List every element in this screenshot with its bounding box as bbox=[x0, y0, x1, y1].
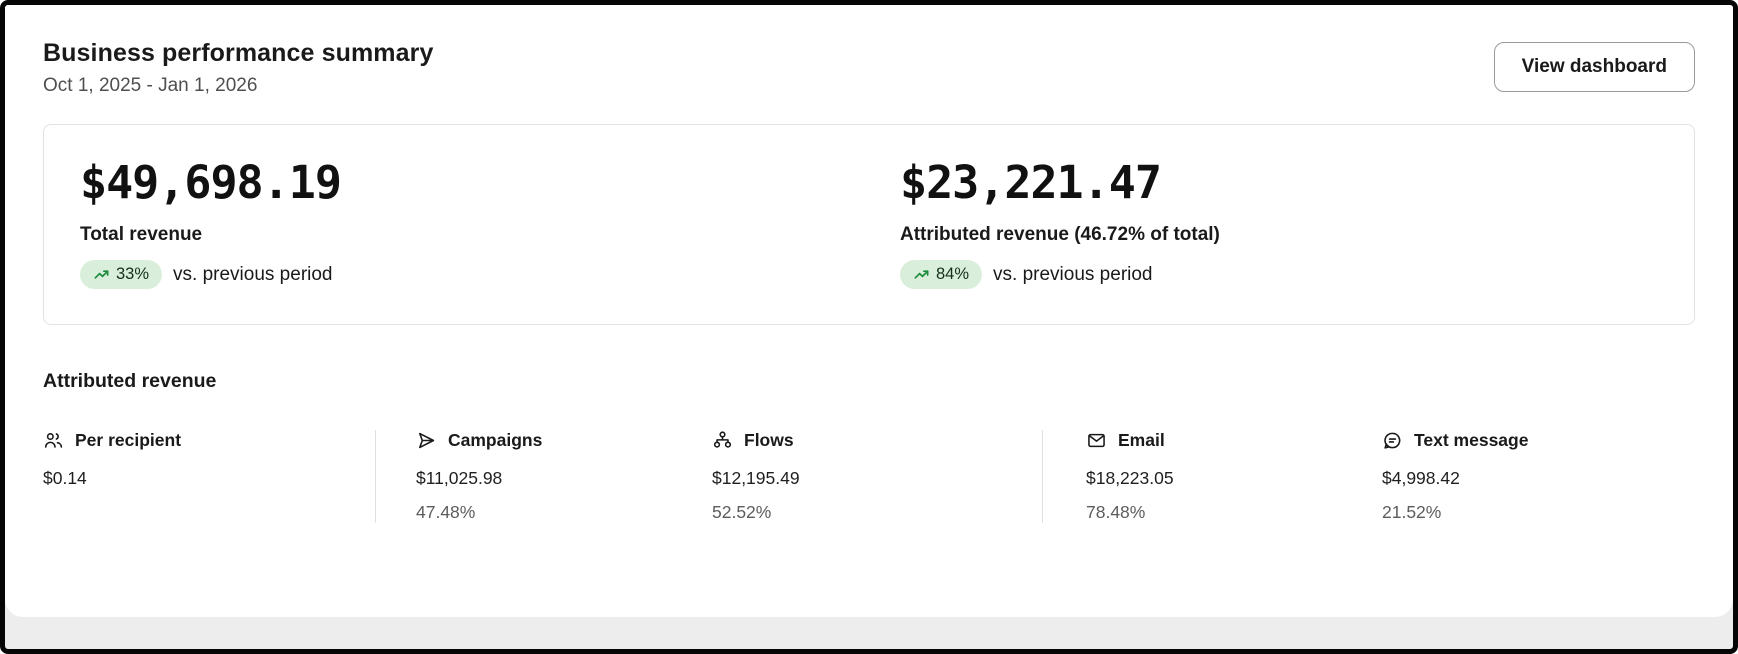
email-icon bbox=[1086, 430, 1107, 451]
attributed-stats-row: Per recipient $0.14 Campaigns $11,025.98 bbox=[43, 430, 1695, 523]
stat-label: Flows bbox=[744, 430, 794, 450]
stat-text-message: Text message $4,998.42 21.52% bbox=[1382, 430, 1695, 523]
stat-head: Email bbox=[1086, 430, 1382, 451]
attributed-revenue-label: Attributed revenue (46.72% of total) bbox=[900, 224, 1220, 245]
date-range: Oct 1, 2025 - Jan 1, 2026 bbox=[43, 75, 258, 96]
attributed-revenue-value: $23,221.47 bbox=[900, 156, 1162, 209]
stat-value: $0.14 bbox=[43, 468, 87, 488]
attributed-revenue-change: 84% vs. previous period bbox=[900, 260, 1220, 289]
users-icon bbox=[43, 430, 64, 451]
change-badge: 84% bbox=[900, 260, 983, 289]
change-comparison-text: vs. previous period bbox=[173, 263, 333, 285]
stat-campaigns: Campaigns $11,025.98 47.48% bbox=[375, 430, 712, 523]
stat-value: $11,025.98 bbox=[416, 468, 503, 488]
attributed-revenue-metric: $23,221.47 Attributed revenue (46.72% of… bbox=[900, 156, 1220, 289]
stat-value: $12,195.49 bbox=[712, 468, 800, 488]
total-revenue-value: $49,698.19 bbox=[80, 156, 342, 209]
total-revenue-label: Total revenue bbox=[80, 224, 203, 245]
stat-percent: 78.48% bbox=[1086, 502, 1146, 522]
header: Business performance summary Oct 1, 2025… bbox=[43, 39, 1695, 97]
stat-percent: 47.48% bbox=[416, 502, 476, 522]
revenue-summary-card: $49,698.19 Total revenue 33% vs. previou… bbox=[43, 124, 1695, 325]
stat-label: Per recipient bbox=[75, 430, 182, 450]
change-comparison-text: vs. previous period bbox=[993, 263, 1153, 285]
flow-icon bbox=[712, 430, 733, 451]
trending-up-icon bbox=[913, 266, 930, 283]
stat-percent bbox=[43, 502, 375, 510]
stat-percent: 21.52% bbox=[1382, 502, 1442, 522]
stat-label: Campaigns bbox=[448, 430, 543, 450]
stat-head: Campaigns bbox=[416, 430, 712, 451]
change-percent: 33% bbox=[116, 265, 150, 283]
total-revenue-change: 33% vs. previous period bbox=[80, 260, 900, 289]
stat-label: Email bbox=[1118, 430, 1165, 450]
stat-email: Email $18,223.05 78.48% bbox=[1042, 430, 1382, 523]
view-dashboard-button[interactable]: View dashboard bbox=[1493, 42, 1695, 92]
stat-head: Text message bbox=[1382, 430, 1695, 451]
chat-bubble-icon bbox=[1382, 430, 1403, 451]
stat-flows: Flows $12,195.49 52.52% bbox=[712, 430, 1042, 523]
stat-head: Flows bbox=[712, 430, 1042, 451]
stat-head: Per recipient bbox=[43, 430, 375, 451]
change-percent: 84% bbox=[936, 265, 970, 283]
header-text: Business performance summary Oct 1, 2025… bbox=[43, 39, 433, 97]
total-revenue-metric: $49,698.19 Total revenue 33% vs. previou… bbox=[80, 156, 900, 289]
stat-percent: 52.52% bbox=[712, 502, 772, 522]
send-icon bbox=[416, 430, 437, 451]
stat-per-recipient: Per recipient $0.14 bbox=[43, 430, 375, 523]
change-badge: 33% bbox=[80, 260, 163, 289]
stat-value: $4,998.42 bbox=[1382, 468, 1460, 488]
stat-label: Text message bbox=[1414, 430, 1529, 450]
trending-up-icon bbox=[93, 266, 110, 283]
attributed-revenue-section-title: Attributed revenue bbox=[43, 370, 217, 392]
business-performance-panel: Business performance summary Oct 1, 2025… bbox=[5, 5, 1733, 617]
stat-value: $18,223.05 bbox=[1086, 468, 1174, 488]
page-title: Business performance summary bbox=[43, 39, 434, 67]
